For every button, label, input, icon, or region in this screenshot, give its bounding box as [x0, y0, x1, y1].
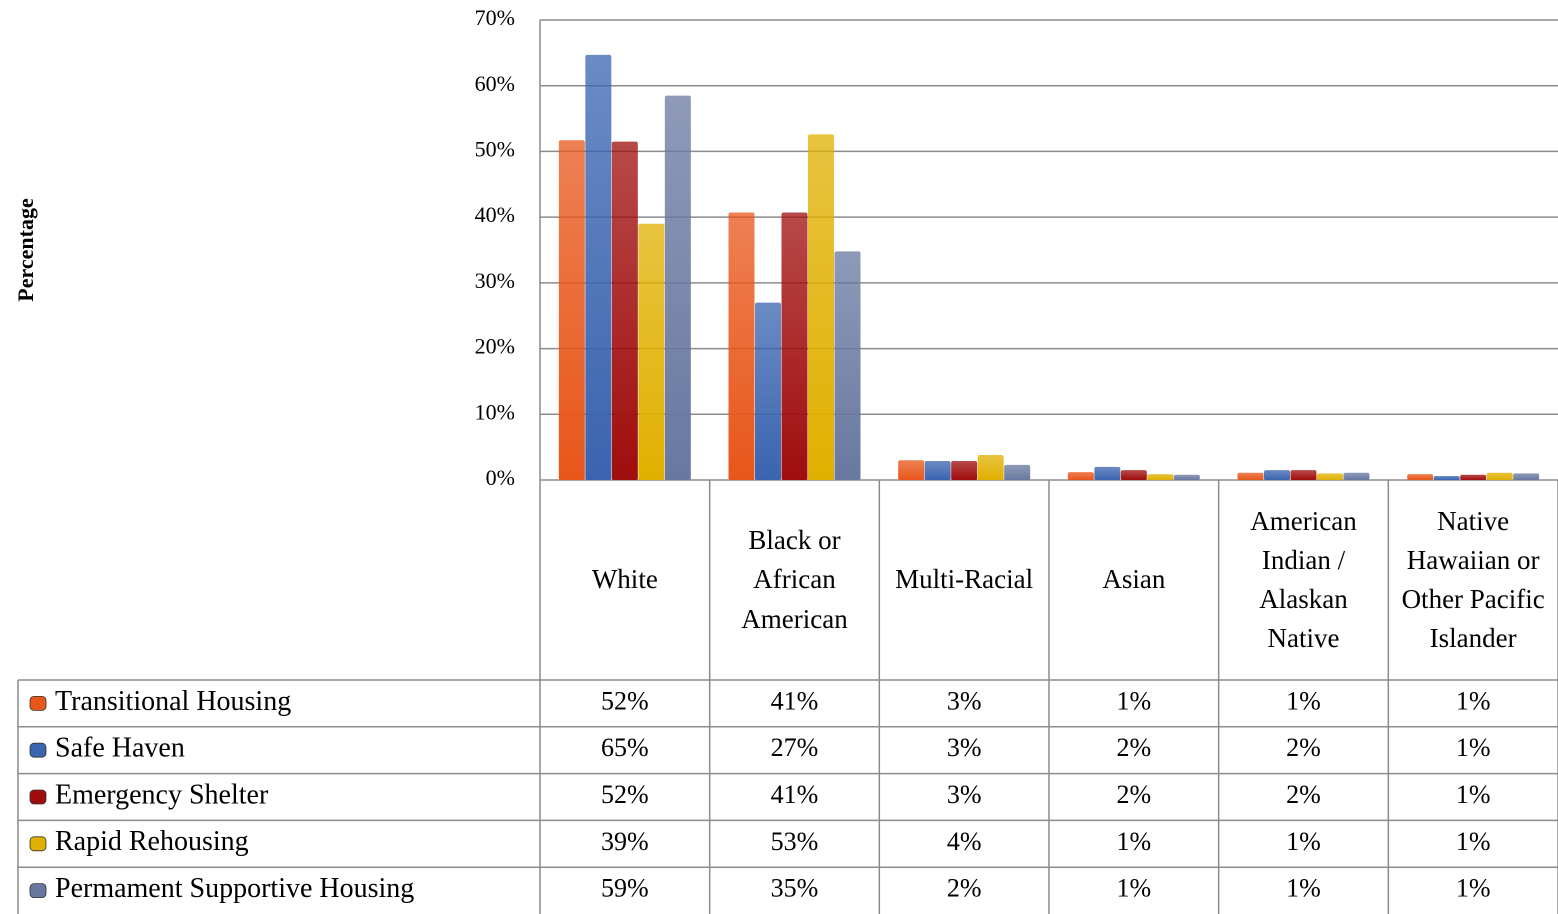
bar [834, 251, 861, 480]
bar [781, 212, 808, 481]
legend-marker [29, 883, 47, 898]
table-value: 41% [771, 780, 819, 809]
table-value: 2% [1286, 733, 1321, 762]
legend-label: Transitional Housing [55, 686, 291, 717]
bar [1460, 474, 1487, 480]
category-cell: Asian [1102, 564, 1166, 595]
table-value: 1% [1286, 686, 1321, 715]
table-value: 39% [601, 827, 649, 856]
table-value: 1% [1116, 686, 1151, 715]
legend-marker [29, 836, 47, 852]
bar [755, 302, 781, 480]
y-axis-label: Percentage [13, 198, 38, 302]
bar [898, 460, 925, 480]
table-value: 52% [601, 686, 649, 715]
table-value: 3% [947, 780, 982, 809]
table-value: 4% [947, 827, 982, 856]
table-value: 35% [771, 874, 819, 903]
legend-label: Permament Supportive Housing [55, 873, 414, 904]
legend-marker [29, 696, 47, 711]
table-value: 3% [947, 686, 982, 715]
y-tick-label: 30% [475, 268, 515, 293]
y-tick-label: 0% [486, 465, 515, 490]
x-tick-label: Black or African American [741, 525, 848, 634]
bar [1317, 473, 1343, 480]
table-value: 1% [1456, 733, 1491, 762]
bar [808, 134, 834, 481]
bar [1290, 470, 1317, 480]
bar [924, 460, 951, 480]
legend-label: Rapid Rehousing [55, 826, 249, 857]
category-cell: White [591, 564, 658, 595]
category-cell: American Indian / Alaskan Native [1250, 505, 1357, 654]
table-value: 3% [947, 733, 982, 762]
table-value: 1% [1456, 780, 1491, 809]
bar [585, 54, 612, 480]
bar [1147, 474, 1174, 480]
table-value: 41% [771, 686, 819, 715]
x-tick-label: Asian [1102, 564, 1166, 595]
legend-marker [29, 789, 47, 805]
category-cell: Native Hawaiian or Other Pacific Islande… [1401, 505, 1545, 654]
table-value: 1% [1116, 874, 1151, 903]
table-value: 1% [1286, 827, 1321, 856]
table-value: 52% [601, 780, 649, 809]
bar [1094, 466, 1121, 480]
bar [951, 460, 978, 480]
category-cell: Black or African American [741, 525, 848, 634]
x-tick-label: Multi-Racial [895, 564, 1034, 595]
bar [1067, 472, 1094, 480]
legend-label: Safe Haven [55, 733, 185, 764]
x-tick-label: Native Hawaiian or Other Pacific Islande… [1401, 505, 1545, 654]
table-value: 65% [601, 733, 649, 762]
x-tick-label: American Indian / Alaskan Native [1250, 505, 1357, 654]
bar [611, 141, 638, 481]
table-value: 2% [1286, 780, 1321, 809]
bar [1237, 472, 1264, 480]
table-value: 1% [1456, 874, 1491, 903]
y-tick-label: 70% [475, 5, 515, 30]
bar [1513, 473, 1540, 480]
table-value: 59% [601, 874, 649, 903]
bar [1433, 476, 1460, 480]
table-value: 27% [771, 733, 819, 762]
table-value: 1% [1116, 827, 1151, 856]
legend-marker [29, 742, 47, 758]
bar [558, 140, 585, 480]
y-tick-label: 60% [475, 71, 515, 96]
table-value: 2% [1116, 733, 1151, 762]
table-value: 2% [1116, 780, 1151, 809]
bar [1004, 464, 1031, 480]
bar [1343, 472, 1370, 480]
table-value: 53% [771, 827, 819, 856]
table-value: 1% [1456, 686, 1491, 715]
bar [638, 223, 665, 480]
bar [1407, 474, 1434, 480]
bar [1173, 474, 1200, 480]
y-tick-label: 50% [475, 136, 515, 161]
category-cell: Multi-Racial [895, 564, 1034, 595]
bar [1486, 472, 1513, 480]
x-tick-label: White [591, 564, 658, 595]
table-value: 1% [1286, 874, 1321, 903]
y-tick-label: 10% [475, 399, 515, 424]
bar [1264, 470, 1290, 480]
bar [1120, 470, 1147, 480]
legend-label: Emergency Shelter [55, 779, 269, 810]
bar [977, 455, 1004, 480]
y-tick-label: 20% [475, 334, 515, 359]
bar [664, 95, 691, 481]
y-tick-label: 40% [475, 202, 515, 227]
bar [728, 212, 755, 481]
table-value: 1% [1456, 827, 1491, 856]
table-value: 2% [947, 874, 982, 903]
